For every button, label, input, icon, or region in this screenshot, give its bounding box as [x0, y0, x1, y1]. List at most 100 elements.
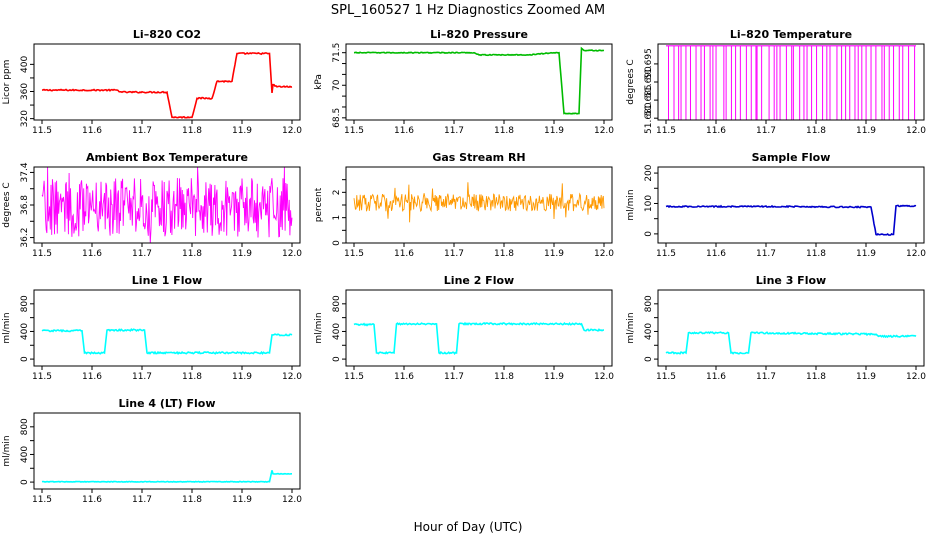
x-tick-label: 12.0: [282, 249, 302, 259]
x-tick-label: 11.5: [656, 126, 676, 136]
series-path: [353, 46, 605, 115]
x-tick-label: 11.8: [806, 126, 826, 136]
y-tick-label: 800: [644, 295, 654, 312]
x-tick-label: 12.0: [906, 372, 926, 382]
y-tick-label: 51.685: [644, 84, 654, 116]
chart-title: Line 3 Flow: [756, 274, 826, 287]
x-tick-label: 11.6: [706, 126, 726, 136]
y-tick-label: 400: [20, 446, 30, 463]
x-tick-label: 11.9: [232, 495, 252, 505]
chart-title: Sample Flow: [752, 151, 831, 164]
x-tick-label: 11.6: [706, 372, 726, 382]
y-axis-label: degrees C: [2, 182, 12, 227]
chart-panel: Li–820 Pressure kPa 11.5 11.6 11.7 11.8 11.9 12…: [314, 28, 614, 136]
y-tick-label: 0: [332, 240, 342, 246]
y-tick-label: 400: [332, 323, 342, 340]
figure-title: SPL_160527 1 Hz Diagnostics Zoomed AM: [331, 3, 605, 18]
x-tick-label: 11.6: [394, 249, 414, 259]
series-line: [353, 321, 604, 356]
x-tick-label: 11.7: [444, 126, 464, 136]
x-tick-label: 11.9: [544, 126, 564, 136]
x-tick-label: 11.6: [394, 372, 414, 382]
x-tick-label: 11.8: [494, 126, 514, 136]
x-tick-label: 12.0: [282, 126, 302, 136]
series-line: [41, 328, 293, 356]
y-axis-label: degrees C: [626, 59, 636, 104]
panels: Li–820 CO2 Licor ppm 11.5 11.6 11.7 11.8 11.9 1…: [2, 28, 926, 505]
chart-panel: Li–820 CO2 Licor ppm 11.5 11.6 11.7 11.8 11.9 1…: [2, 28, 302, 136]
y-tick-label: 51.695: [644, 48, 654, 80]
x-tick-label: 11.7: [444, 249, 464, 259]
series-path: [41, 470, 292, 483]
series-line: [41, 166, 293, 244]
x-tick-label: 11.9: [856, 249, 876, 259]
x-tick-label: 11.8: [182, 372, 202, 382]
x-tick-label: 11.5: [656, 249, 676, 259]
plot-frame: [33, 412, 301, 490]
chart-panel: Gas Stream RH percent 11.5 11.6 11.7 11.8 11.9…: [314, 151, 614, 259]
series-path: [41, 328, 293, 356]
y-axis-label: ml/min: [626, 312, 636, 343]
x-tick-label: 11.5: [344, 249, 364, 259]
y-tick-label: 400: [644, 323, 654, 340]
chart-panel: Line 3 Flow ml/min 11.5 11.6 11.7 11.8 11.9 12.…: [626, 274, 926, 382]
y-tick-label: 2: [332, 189, 342, 195]
y-tick-label: 1: [332, 215, 342, 221]
series-path: [41, 166, 293, 244]
chart-title: Line 4 (LT) Flow: [119, 397, 216, 410]
chart-panel: Line 4 (LT) Flow ml/min 11.5 11.6 11.7 11.8 11…: [2, 397, 302, 505]
series-path: [665, 204, 917, 236]
y-axis-label: ml/min: [2, 435, 12, 466]
series-line: [41, 470, 292, 483]
x-tick-label: 11.8: [494, 249, 514, 259]
chart-title: Li–820 CO2: [133, 28, 201, 41]
y-tick-label: 0: [20, 479, 30, 485]
x-tick-label: 12.0: [594, 249, 614, 259]
y-tick-label: 51.680: [644, 102, 654, 134]
y-tick-label: 0: [332, 356, 342, 362]
x-tick-label: 11.9: [232, 372, 252, 382]
x-tick-label: 11.7: [132, 126, 152, 136]
y-tick-label: 400: [20, 323, 30, 340]
x-tick-label: 11.8: [182, 495, 202, 505]
y-tick-label: 100: [644, 195, 654, 212]
x-tick-label: 11.7: [132, 495, 152, 505]
x-tick-label: 11.7: [444, 372, 464, 382]
x-tick-label: 11.8: [494, 372, 514, 382]
chart-panel: Ambient Box Temperature degrees C 11.5 11.6…: [2, 151, 302, 259]
y-tick-label: 320: [20, 110, 30, 127]
series-path: [353, 182, 605, 223]
x-tick-label: 11.6: [82, 249, 102, 259]
y-tick-label: 360: [20, 83, 30, 100]
x-tick-label: 11.6: [394, 126, 414, 136]
x-tick-label: 11.5: [32, 495, 52, 505]
y-axis-label: ml/min: [2, 312, 12, 343]
y-tick-label: 800: [332, 295, 342, 312]
x-tick-label: 11.7: [756, 372, 776, 382]
x-tick-label: 12.0: [282, 372, 302, 382]
x-tick-label: 11.7: [756, 126, 776, 136]
y-axis-label: ml/min: [626, 189, 636, 220]
x-tick-label: 11.8: [182, 126, 202, 136]
series-line: [353, 46, 605, 115]
y-tick-label: 400: [20, 55, 30, 72]
series-line: [666, 45, 916, 120]
x-tick-label: 11.9: [232, 126, 252, 136]
x-tick-label: 11.6: [82, 372, 102, 382]
y-axis-label: ml/min: [314, 312, 324, 343]
x-tick-label: 12.0: [594, 372, 614, 382]
y-tick-label: 71.5: [332, 43, 342, 63]
series-line: [665, 331, 917, 355]
x-tick-label: 11.5: [32, 372, 52, 382]
y-tick-label: 0: [20, 356, 30, 362]
x-tick-label: 11.7: [756, 249, 776, 259]
x-tick-label: 11.9: [544, 249, 564, 259]
y-tick-label: 37.4: [20, 162, 30, 182]
x-tick-label: 11.8: [806, 249, 826, 259]
y-tick-label: 0: [644, 356, 654, 362]
y-tick-label: 70: [332, 79, 342, 91]
y-tick-label: 0: [644, 231, 654, 237]
x-tick-label: 11.9: [232, 249, 252, 259]
y-tick-label: 800: [20, 418, 30, 435]
y-axis-label: kPa: [314, 74, 324, 90]
